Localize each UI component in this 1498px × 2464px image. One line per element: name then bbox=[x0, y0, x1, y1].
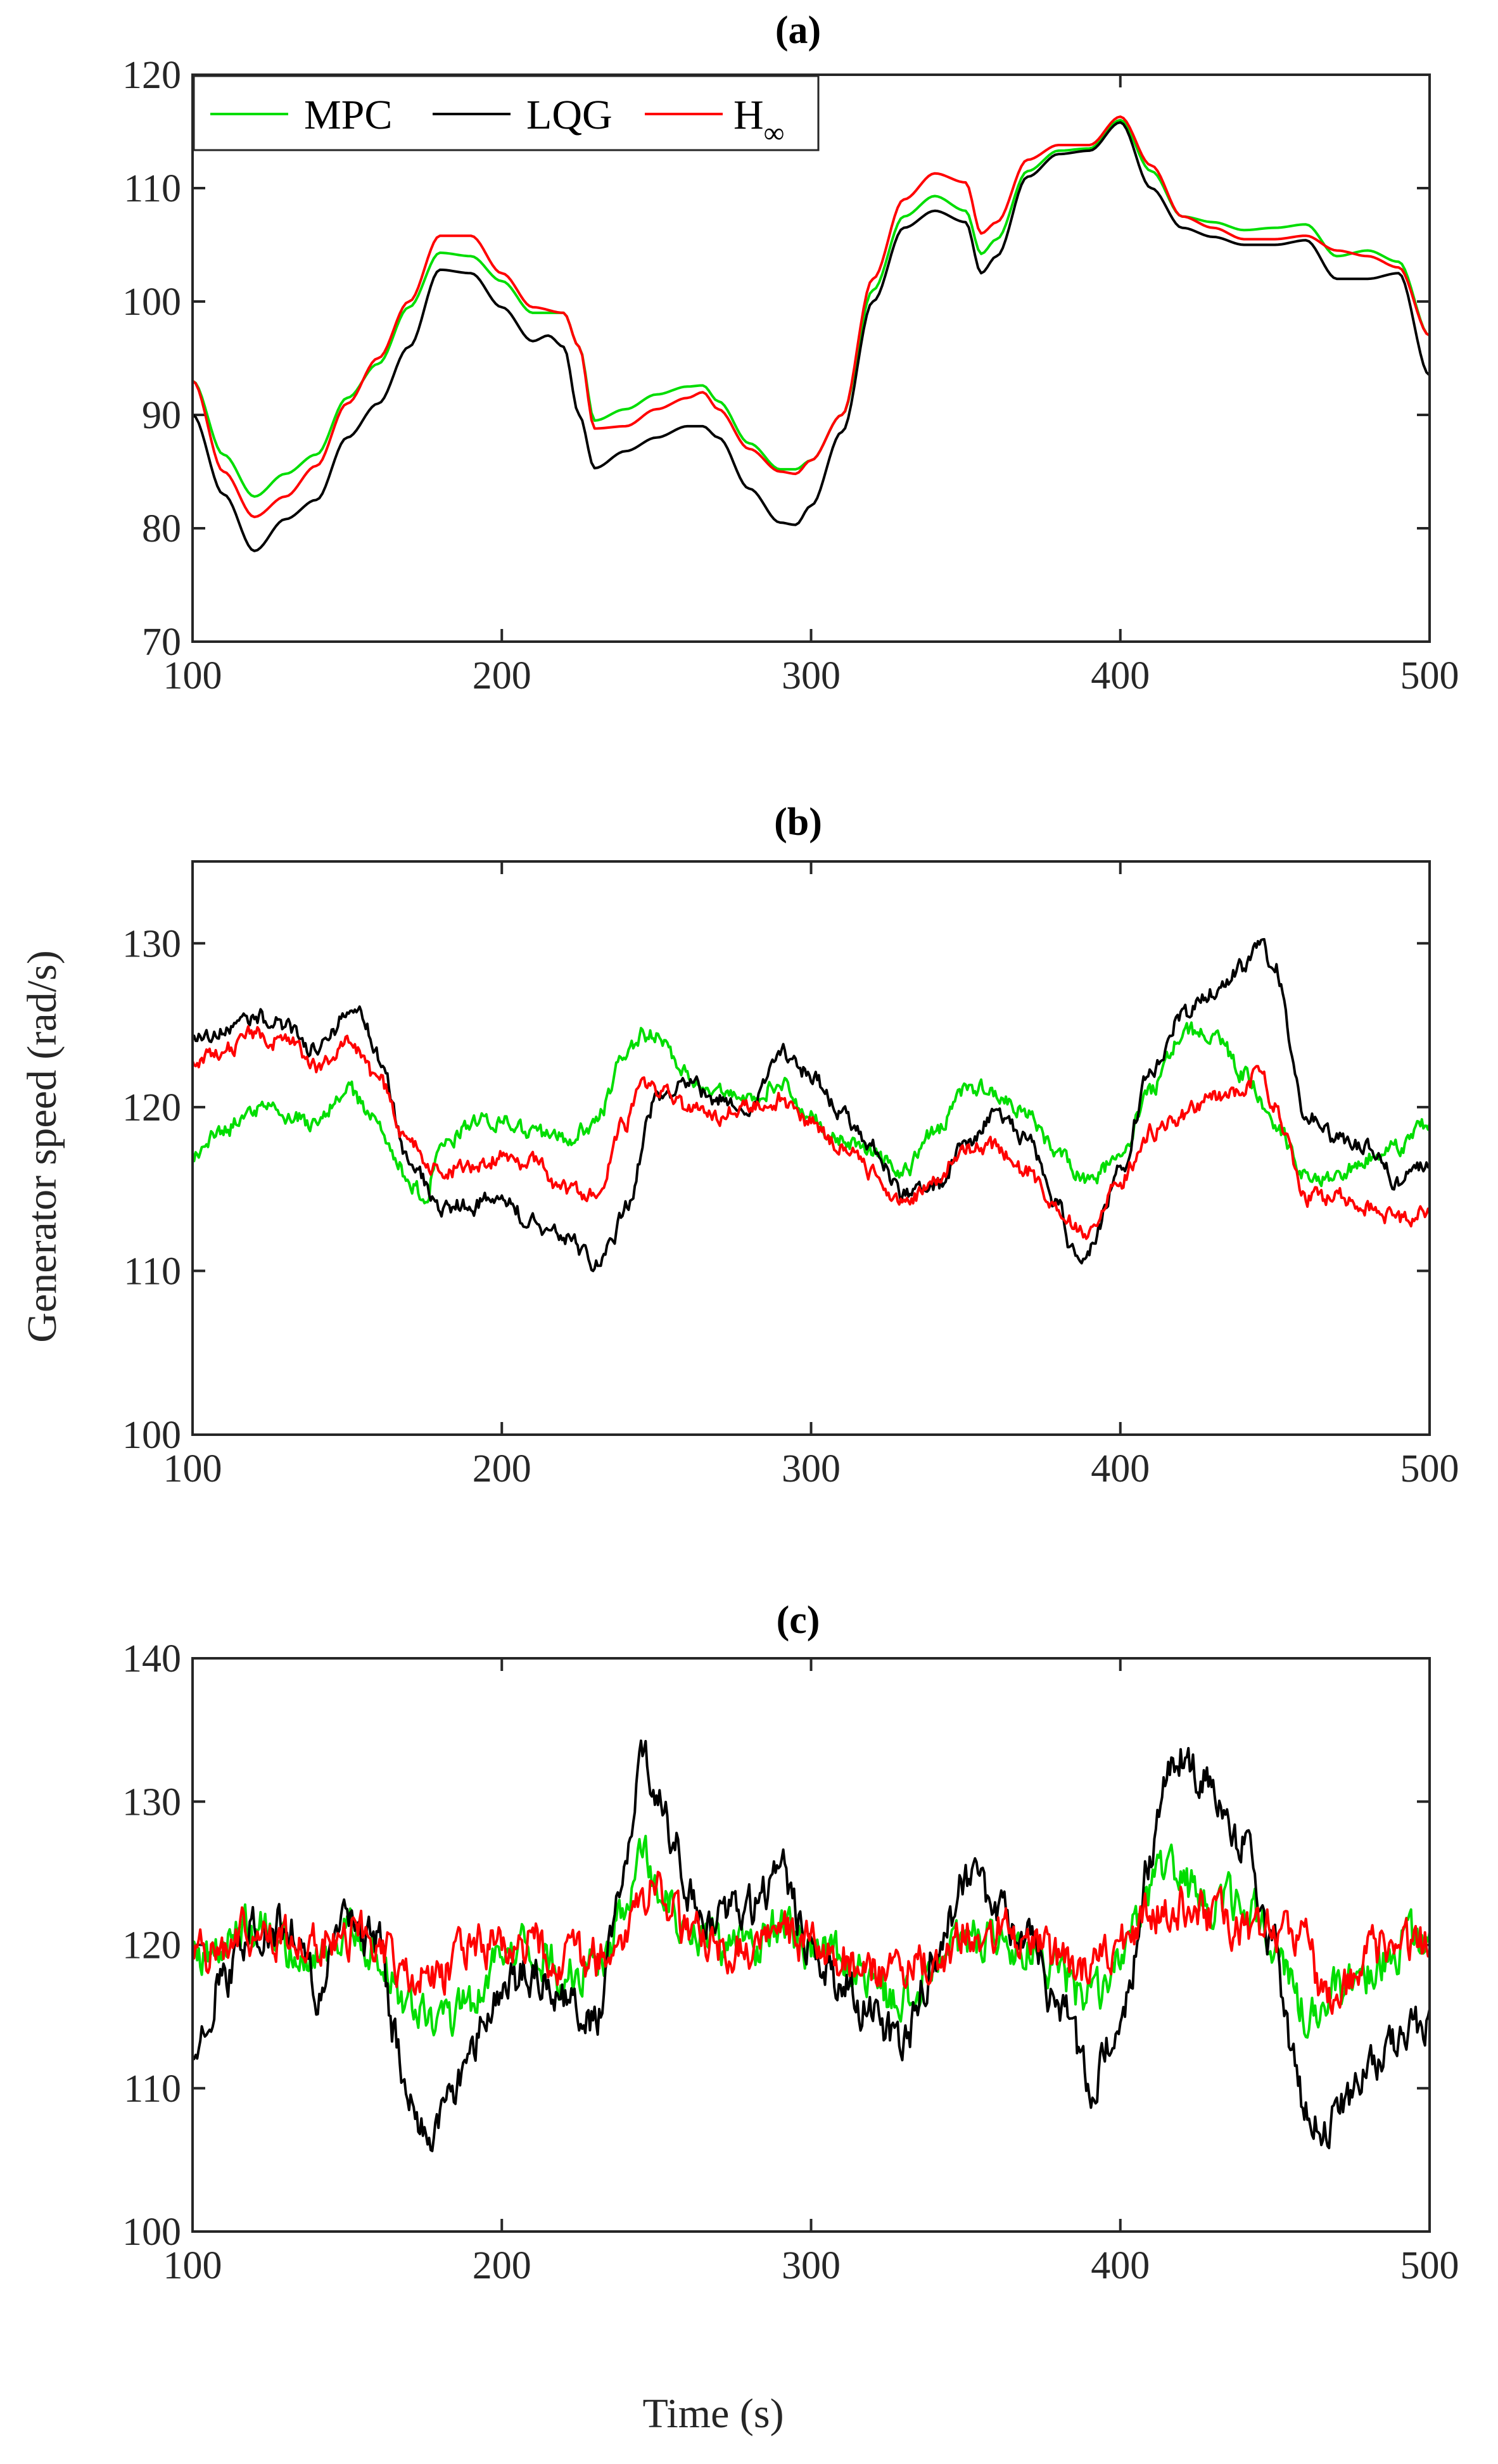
y-tick-label: 110 bbox=[124, 167, 181, 210]
y-tick-label: 120 bbox=[122, 1924, 181, 1967]
x-tick-label: 100 bbox=[163, 654, 222, 697]
y-tick-label: 90 bbox=[142, 394, 181, 437]
y-tick-label: 100 bbox=[122, 2211, 181, 2254]
x-tick-label: 400 bbox=[1091, 654, 1150, 697]
x-tick-label: 400 bbox=[1091, 2244, 1150, 2287]
panel-b-ticks: 100 200 300 400 500 100 110 120 130 bbox=[122, 861, 1459, 1490]
x-tick-label: 300 bbox=[782, 2244, 841, 2287]
x-tick-label: 300 bbox=[782, 654, 841, 697]
y-tick-label: 130 bbox=[122, 1781, 181, 1824]
x-tick-label: 500 bbox=[1400, 2244, 1459, 2287]
y-axis-label: Generator speed (rad/s) bbox=[19, 950, 65, 1342]
x-tick-label: 500 bbox=[1400, 654, 1459, 697]
legend-label-hinf: H∞ bbox=[733, 92, 784, 149]
panel-a-series bbox=[191, 115, 1431, 552]
x-tick-label: 200 bbox=[473, 2244, 531, 2287]
panel-a-title: (a) bbox=[775, 9, 821, 52]
legend-label-hinf-base: H bbox=[733, 92, 764, 138]
x-tick-label: 300 bbox=[782, 1447, 841, 1490]
x-tick-label: 200 bbox=[473, 1447, 531, 1490]
panel-b-series bbox=[191, 937, 1431, 1273]
series-line-lqg bbox=[191, 937, 1431, 1273]
y-tick-label: 130 bbox=[122, 922, 181, 965]
y-tick-label: 140 bbox=[122, 1637, 181, 1680]
x-tick-label: 200 bbox=[473, 654, 531, 697]
series-line-mpc bbox=[191, 118, 1431, 498]
y-tick-label: 110 bbox=[124, 2067, 181, 2111]
legend: MPC LQG H∞ bbox=[193, 75, 820, 151]
panel-c-ticks: 100 200 300 400 500 100 110 120 130 140 bbox=[122, 1637, 1459, 2287]
series-line-lqg bbox=[191, 121, 1431, 552]
panel-a: (a) 100 200 300 400 500 70 80 90 100 110 120 MPC L… bbox=[122, 9, 1459, 697]
y-tick-label: 100 bbox=[122, 281, 181, 324]
x-tick-label: 100 bbox=[163, 2244, 222, 2287]
series-line-h-inf bbox=[191, 1870, 1431, 2015]
panel-b-title: (b) bbox=[774, 801, 822, 844]
y-tick-label: 120 bbox=[122, 1086, 181, 1129]
y-tick-label: 120 bbox=[122, 54, 181, 97]
legend-label-hinf-sub: ∞ bbox=[764, 117, 785, 149]
x-tick-label: 400 bbox=[1091, 1447, 1150, 1490]
y-tick-label: 100 bbox=[122, 1414, 181, 1457]
panel-b-axes bbox=[191, 860, 1431, 1436]
panel-b: (b) 100 200 300 400 500 100 110 120 130 bbox=[122, 801, 1459, 1490]
panel-c-series bbox=[191, 1739, 1431, 2152]
y-tick-label: 80 bbox=[142, 507, 181, 550]
legend-label-lqg: LQG bbox=[526, 92, 613, 138]
series-line-h-inf bbox=[191, 1025, 1431, 1240]
x-tick-label: 500 bbox=[1400, 1447, 1459, 1490]
panel-c-axes bbox=[191, 1657, 1431, 2233]
x-tick-label: 100 bbox=[163, 1447, 222, 1490]
series-line-mpc bbox=[191, 1021, 1431, 1205]
legend-label-mpc: MPC bbox=[304, 92, 392, 138]
x-axis-label: Time (s) bbox=[642, 2391, 784, 2437]
y-tick-label: 110 bbox=[124, 1250, 181, 1293]
series-line-mpc bbox=[191, 1834, 1431, 2039]
panel-a-ticks: 100 200 300 400 500 70 80 90 100 110 120 bbox=[122, 54, 1459, 697]
panel-c: (c) 100 200 300 400 500 100 110 120 130 140 bbox=[122, 1599, 1459, 2287]
series-line-h-inf bbox=[191, 115, 1431, 519]
panel-c-title: (c) bbox=[777, 1599, 820, 1642]
y-tick-label: 70 bbox=[142, 621, 181, 664]
panel-a-axes bbox=[191, 73, 1431, 643]
